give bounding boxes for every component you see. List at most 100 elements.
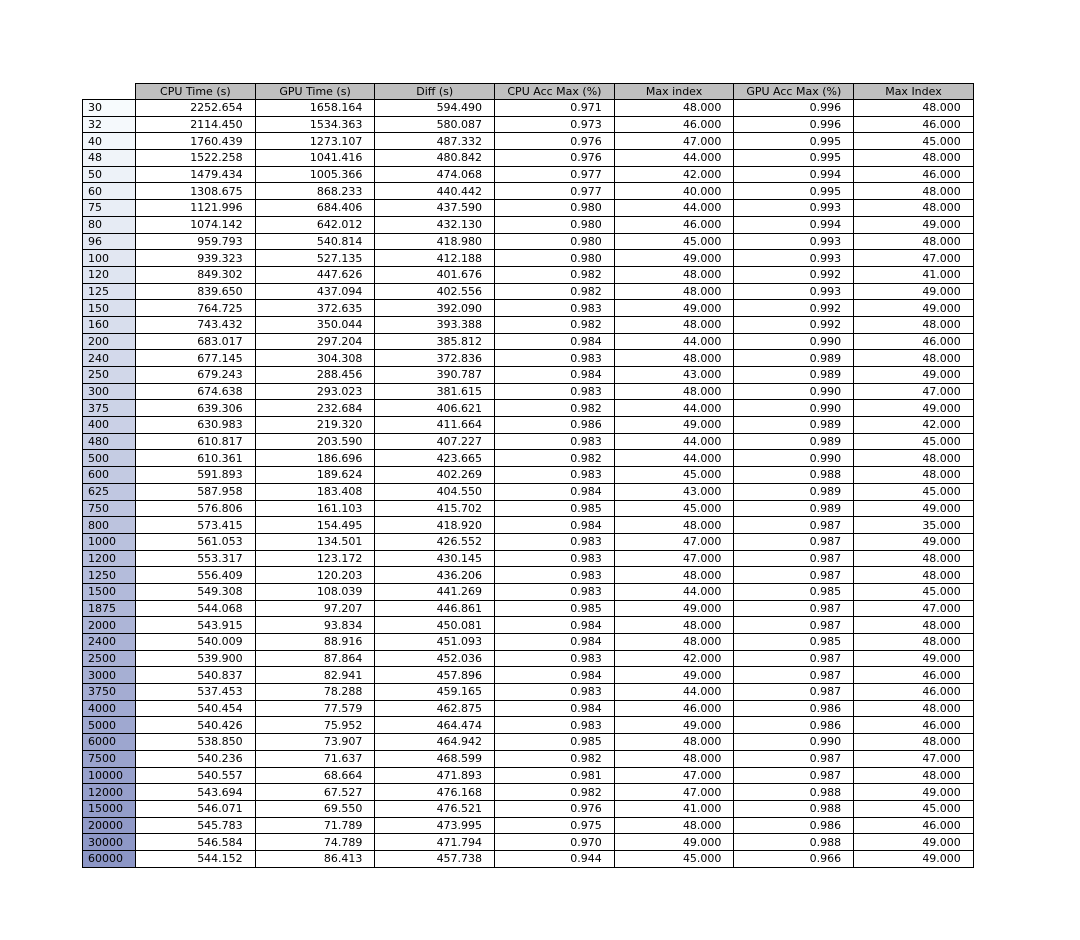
table-row: 480 610.817 203.590 407.227 0.983 44.000 0.989… [82, 432, 974, 451]
table-cell: 297.204 [254, 332, 376, 351]
table-cell: 0.987 [733, 749, 855, 768]
table-cell: 0.986 [733, 699, 855, 718]
table-cell: 49.000 [853, 282, 974, 301]
table-cell: 471.893 [374, 766, 496, 785]
table-cell: 43.000 [613, 366, 735, 384]
table-cell: 44.000 [613, 683, 735, 701]
row-label: 60 [82, 182, 136, 201]
table-cell: 0.988 [733, 783, 855, 801]
table-cell: 0.983 [494, 649, 615, 668]
table-cell: 743.432 [135, 315, 256, 334]
table-cell: 0.983 [494, 566, 615, 584]
table-cell: 48.000 [613, 516, 735, 534]
table-row: 150 764.725 372.635 392.090 0.983 49.000 0.992… [82, 299, 974, 317]
table-cell: 0.987 [733, 649, 855, 668]
table-row: 2400 540.009 88.916 451.093 0.984 48.000 0.985… [82, 633, 974, 651]
row-label: 120 [82, 265, 136, 284]
table-cell: 71.637 [254, 749, 376, 768]
table-cell: 44.000 [613, 149, 735, 167]
table-cell: 684.406 [254, 199, 376, 217]
table-cell: 0.990 [733, 733, 855, 751]
table-row: 20000 545.783 71.789 473.995 0.975 48.000 0.98… [82, 816, 974, 835]
table-cell: 440.442 [374, 182, 496, 201]
table-cell: 0.986 [733, 816, 855, 835]
table-cell: 41.000 [853, 265, 974, 284]
table-cell: 939.323 [135, 249, 256, 267]
table-cell: 573.415 [135, 516, 256, 534]
table-cell: 41.000 [613, 799, 735, 818]
table-cell: 46.000 [613, 215, 735, 234]
table-cell: 44.000 [613, 449, 735, 468]
table-cell: 46.000 [853, 683, 974, 701]
table-row: 375 639.306 232.684 406.621 0.982 44.000 0.990… [82, 399, 974, 418]
table-cell: 86.413 [254, 849, 376, 868]
row-label: 80 [82, 215, 136, 234]
table-cell: 45.000 [613, 499, 735, 518]
table-cell: 77.579 [254, 699, 376, 718]
table-cell: 0.980 [494, 249, 615, 267]
table-cell: 48.000 [853, 449, 974, 468]
table-cell: 48.000 [613, 749, 735, 768]
table-row: 3750 537.453 78.288 459.165 0.983 44.000 0.987… [82, 683, 974, 701]
table-cell: 97.207 [254, 599, 376, 618]
table-row: 600 591.893 189.624 402.269 0.983 45.000 0.988… [82, 466, 974, 484]
table-cell: 0.976 [494, 132, 615, 151]
table-cell: 49.000 [613, 599, 735, 618]
table-cell: 288.456 [254, 366, 376, 384]
table-cell: 1121.996 [135, 199, 256, 217]
table-cell: 450.081 [374, 616, 496, 634]
table-row: 96 959.793 540.814 418.980 0.980 45.000 0.993 4… [82, 232, 974, 251]
table-cell: 47.000 [853, 382, 974, 401]
row-label: 625 [82, 482, 136, 501]
table-cell: 418.980 [374, 232, 496, 251]
table-cell: 48.000 [853, 232, 974, 251]
table-cell: 0.980 [494, 199, 615, 217]
table-cell: 0.982 [494, 783, 615, 801]
table-cell: 437.094 [254, 282, 376, 301]
table-cell: 538.850 [135, 733, 256, 751]
table-row: 48 1522.258 1041.416 480.842 0.976 44.000 0.99… [82, 149, 974, 167]
table-cell: 1273.107 [254, 132, 376, 151]
row-label: 150 [82, 299, 136, 317]
table-cell: 49.000 [853, 783, 974, 801]
table-cell: 48.000 [613, 99, 735, 117]
row-label: 2000 [82, 616, 136, 634]
column-header: CPU Time (s) [135, 83, 256, 100]
table-cell: 468.599 [374, 749, 496, 768]
table-row: 7500 540.236 71.637 468.599 0.982 48.000 0.987… [82, 749, 974, 768]
table-cell: 49.000 [613, 716, 735, 735]
table-cell: 0.995 [733, 149, 855, 167]
row-label: 2500 [82, 649, 136, 668]
table-cell: 549.308 [135, 582, 256, 601]
row-label: 3750 [82, 683, 136, 701]
table-cell: 0.985 [733, 582, 855, 601]
row-label: 600 [82, 466, 136, 484]
table-cell: 0.992 [733, 299, 855, 317]
table-row: 50 1479.434 1005.366 474.068 0.977 42.000 0.99… [82, 165, 974, 184]
table-row: 12000 543.694 67.527 476.168 0.982 47.000 0.98… [82, 783, 974, 801]
table-cell: 426.552 [374, 532, 496, 551]
column-header: CPU Acc Max (%) [494, 83, 615, 100]
table-cell: 45.000 [853, 799, 974, 818]
table-cell: 674.638 [135, 382, 256, 401]
table-cell: 49.000 [853, 499, 974, 518]
table-cell: 49.000 [613, 666, 735, 685]
table-cell: 0.989 [733, 499, 855, 518]
table-cell: 82.941 [254, 666, 376, 685]
row-label: 1875 [82, 599, 136, 618]
table-cell: 0.987 [733, 532, 855, 551]
row-label: 96 [82, 232, 136, 251]
table-cell: 46.000 [853, 716, 974, 735]
table-cell: 49.000 [853, 833, 974, 851]
table-cell: 474.068 [374, 165, 496, 184]
table-cell: 0.992 [733, 315, 855, 334]
corner-cell [83, 84, 136, 100]
table-cell: 407.227 [374, 432, 496, 451]
table-cell: 71.789 [254, 816, 376, 835]
table-cell: 0.996 [733, 99, 855, 117]
table-cell: 44.000 [613, 399, 735, 418]
table-cell: 47.000 [613, 532, 735, 551]
table-body: 30 2252.654 1658.164 594.490 0.971 48.000 0.99… [82, 99, 974, 868]
table-cell: 183.408 [254, 482, 376, 501]
table-cell: 0.983 [494, 683, 615, 701]
